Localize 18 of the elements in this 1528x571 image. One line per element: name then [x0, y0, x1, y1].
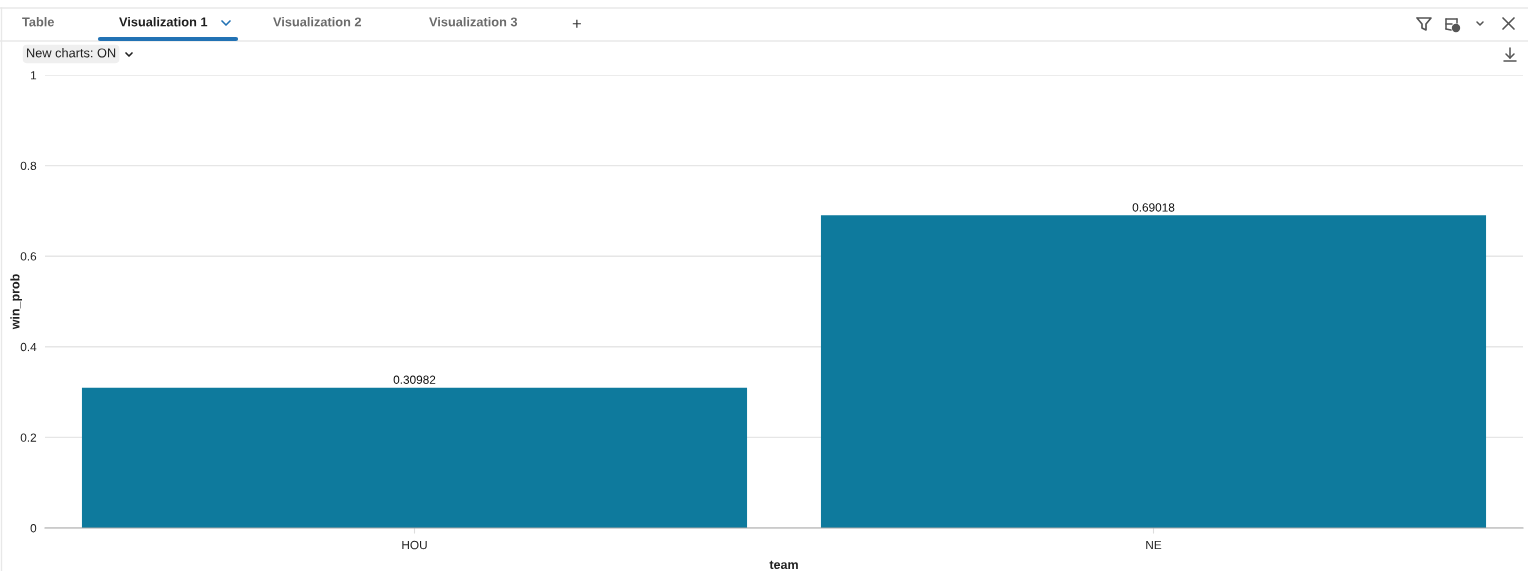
x-tick-label: HOU — [402, 540, 427, 550]
y-tick-label: 0.2 — [20, 433, 37, 442]
data-label: 0.69018 — [1132, 203, 1175, 212]
text: New charts: ON — [27, 48, 116, 58]
text: + — [572, 19, 581, 28]
data-label: 0.30982 — [393, 375, 436, 384]
x-tick-label: NE — [1146, 540, 1162, 550]
x-axis-title: team — [769, 560, 798, 570]
text: Visualization 3 — [429, 17, 518, 27]
y-tick-label: 0.8 — [20, 161, 37, 170]
y-axis-title: win_prob — [10, 274, 22, 330]
text: Visualization 2 — [273, 17, 362, 27]
y-tick-label: 0.4 — [20, 342, 37, 352]
y-tick-label: 1 — [31, 71, 37, 80]
y-tick-label: 0.6 — [20, 252, 37, 261]
y-tick-label: 0 — [30, 524, 37, 533]
text: Visualization 1 — [119, 17, 208, 27]
text: Table — [22, 17, 54, 27]
